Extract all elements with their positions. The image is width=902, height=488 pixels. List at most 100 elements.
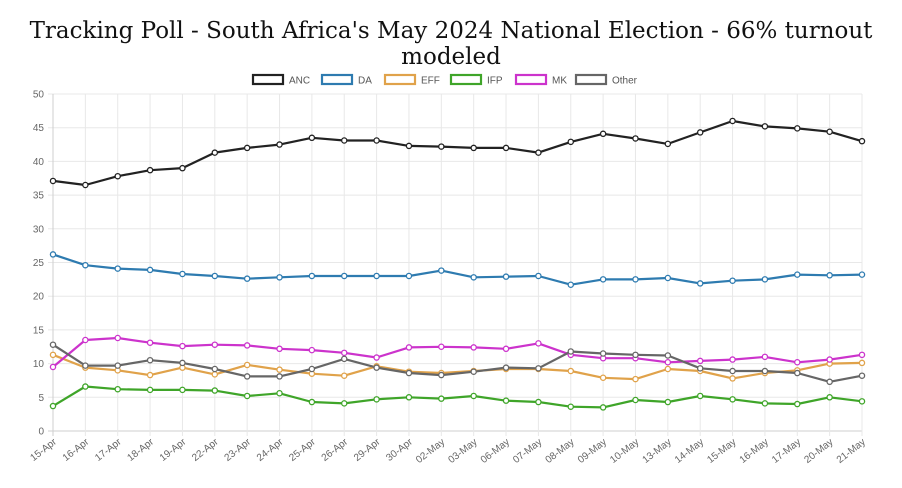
data-point-anc: [599, 130, 607, 138]
series-line-mk: [52, 336, 863, 368]
data-point-ifp: [632, 396, 639, 404]
legend-item-da[interactable]: DA: [320, 73, 372, 87]
data-point-anc: [340, 137, 348, 144]
data-point-mk: [276, 345, 283, 353]
chart-title: Tracking Poll - South Africa's May 2024 …: [29, 18, 873, 70]
data-point-ifp: [761, 400, 769, 407]
data-point-other: [502, 364, 510, 371]
x-tick-label: 17-May: [770, 437, 803, 466]
x-tick-label: 26-Apr: [320, 436, 351, 464]
data-point-eff: [340, 372, 348, 379]
data-point-mk: [405, 344, 413, 351]
data-point-anc: [373, 137, 380, 144]
x-tick-label: 07-May: [511, 437, 544, 466]
data-point-mk: [761, 353, 769, 361]
data-point-da: [794, 271, 801, 278]
data-point-other: [761, 367, 769, 375]
x-tick-label: 20-May: [802, 437, 835, 466]
y-tick-label: 40: [33, 157, 45, 168]
legend-swatch: [574, 73, 608, 86]
data-point-eff: [146, 371, 154, 379]
data-point-mk: [373, 354, 380, 361]
series-lines: [52, 119, 863, 409]
data-point-ifp: [438, 395, 445, 402]
data-point-anc: [49, 177, 57, 185]
data-point-mk: [858, 351, 866, 359]
data-point-anc: [535, 149, 542, 156]
data-point-other: [567, 348, 575, 355]
data-point-anc: [729, 117, 736, 125]
data-point-ifp: [567, 403, 575, 410]
series-line-other: [52, 343, 863, 383]
x-tick-label: 23-Apr: [223, 436, 254, 464]
data-point-ifp: [340, 400, 348, 407]
data-point-da: [858, 271, 866, 278]
x-tick-label: 22-Apr: [190, 436, 221, 464]
y-tick-label: 0: [38, 427, 44, 438]
legend-item-other[interactable]: Other: [574, 73, 638, 87]
data-point-anc: [858, 137, 866, 145]
data-point-mk: [211, 341, 219, 348]
data-point-other: [179, 359, 186, 367]
legend-swatch: [449, 73, 483, 86]
x-axis: 15-Apr 16-Apr 17-Apr 18-Apr 19-Apr 22-Apr 23-A…: [28, 436, 867, 466]
data-point-da: [146, 266, 154, 274]
data-point-da: [599, 276, 607, 283]
data-point-mk: [114, 334, 121, 342]
data-point-other: [49, 341, 57, 348]
data-point-anc: [308, 134, 316, 142]
x-tick-label: 17-Apr: [93, 436, 124, 464]
legend-label: Other: [612, 76, 638, 87]
data-point-ifp: [146, 386, 154, 394]
data-point-eff: [599, 374, 607, 382]
series-line-anc: [52, 119, 863, 187]
data-point-mk: [696, 357, 704, 365]
data-point-da: [243, 275, 251, 282]
data-point-anc: [405, 142, 413, 150]
legend-item-ifp[interactable]: IFP: [449, 73, 503, 87]
data-point-da: [761, 276, 769, 283]
data-point-mk: [502, 345, 510, 353]
data-point-mk: [179, 342, 186, 350]
data-point-ifp: [179, 386, 186, 394]
legend-item-anc[interactable]: ANC: [251, 73, 310, 87]
x-tick-label: 13-May: [641, 437, 674, 466]
data-point-da: [308, 272, 316, 280]
data-point-da: [535, 272, 542, 280]
legend: ANC DA EFF IFP MK Other: [251, 73, 638, 87]
data-point-ifp: [373, 396, 380, 403]
data-point-mk: [664, 359, 672, 366]
data-point-mk: [729, 356, 736, 363]
data-point-mk: [470, 344, 477, 351]
data-point-other: [438, 371, 445, 379]
data-point-da: [632, 276, 639, 283]
data-point-other: [405, 369, 413, 377]
data-point-da: [438, 267, 445, 274]
data-point-other: [308, 365, 316, 373]
data-point-anc: [82, 181, 89, 189]
legend-item-mk[interactable]: MK: [514, 73, 567, 87]
y-tick-label: 25: [33, 258, 45, 269]
data-point-other: [82, 362, 89, 369]
x-tick-label: 06-May: [479, 437, 512, 466]
data-point-mk: [826, 356, 833, 363]
legend-label: ANC: [289, 76, 310, 87]
legend-item-eff[interactable]: EFF: [383, 73, 440, 87]
data-point-other: [729, 367, 736, 375]
grid-lines: [48, 93, 863, 436]
y-axis: 0 5 10 15 20 25 30 35 40 45 50: [33, 90, 45, 438]
data-point-eff: [729, 375, 736, 382]
data-point-da: [405, 272, 413, 280]
x-tick-label: 29-Apr: [352, 436, 383, 464]
data-point-ifp: [82, 383, 89, 390]
x-tick-label: 03-May: [446, 437, 479, 466]
legend-swatch: [514, 73, 548, 86]
y-tick-label: 10: [33, 359, 45, 370]
data-point-other: [696, 365, 704, 372]
data-point-other: [664, 352, 672, 359]
data-point-da: [470, 274, 477, 281]
data-point-other: [276, 373, 283, 380]
data-point-da: [49, 251, 57, 258]
legend-label: MK: [552, 76, 567, 87]
data-point-da: [179, 270, 186, 278]
